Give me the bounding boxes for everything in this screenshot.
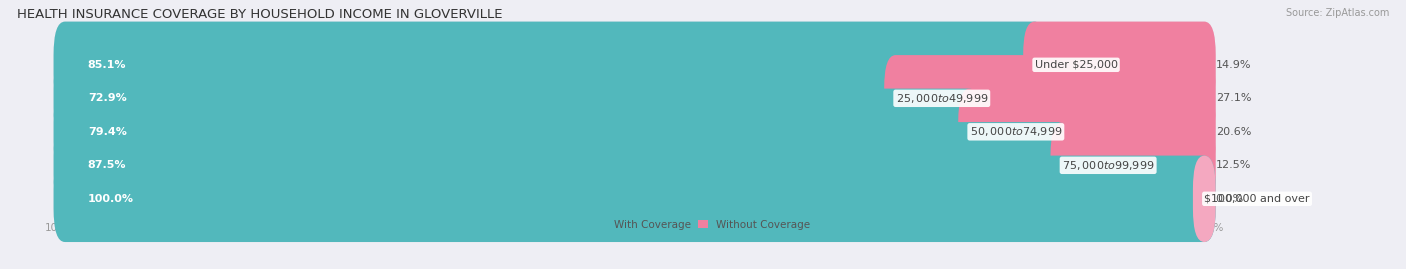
FancyBboxPatch shape [53,55,1216,141]
Text: 100.0%: 100.0% [87,194,134,204]
FancyBboxPatch shape [959,89,1216,175]
FancyBboxPatch shape [53,89,981,175]
FancyBboxPatch shape [53,55,907,141]
Text: 79.4%: 79.4% [87,127,127,137]
Text: 20.6%: 20.6% [1216,127,1251,137]
FancyBboxPatch shape [53,22,1046,108]
FancyBboxPatch shape [53,122,1216,208]
FancyBboxPatch shape [1024,22,1216,108]
Text: 85.1%: 85.1% [87,60,127,70]
Text: Under $25,000: Under $25,000 [1035,60,1118,70]
Text: HEALTH INSURANCE COVERAGE BY HOUSEHOLD INCOME IN GLOVERVILLE: HEALTH INSURANCE COVERAGE BY HOUSEHOLD I… [17,8,502,21]
Text: 72.9%: 72.9% [87,93,127,103]
Text: $50,000 to $74,999: $50,000 to $74,999 [970,125,1062,138]
FancyBboxPatch shape [53,155,1216,242]
Text: $25,000 to $49,999: $25,000 to $49,999 [896,92,988,105]
Legend: With Coverage, Without Coverage: With Coverage, Without Coverage [596,220,810,229]
Text: 0.0%: 0.0% [1216,194,1244,204]
FancyBboxPatch shape [1192,155,1216,242]
Text: 14.9%: 14.9% [1216,60,1251,70]
FancyBboxPatch shape [53,155,1216,242]
Text: $100,000 and over: $100,000 and over [1205,194,1310,204]
FancyBboxPatch shape [1050,122,1216,208]
Text: 87.5%: 87.5% [87,160,127,170]
Text: $75,000 to $99,999: $75,000 to $99,999 [1062,159,1154,172]
FancyBboxPatch shape [884,55,1216,141]
Text: Source: ZipAtlas.com: Source: ZipAtlas.com [1285,8,1389,18]
FancyBboxPatch shape [53,89,1216,175]
Text: 27.1%: 27.1% [1216,93,1251,103]
Text: 12.5%: 12.5% [1216,160,1251,170]
FancyBboxPatch shape [53,122,1073,208]
FancyBboxPatch shape [53,22,1216,108]
